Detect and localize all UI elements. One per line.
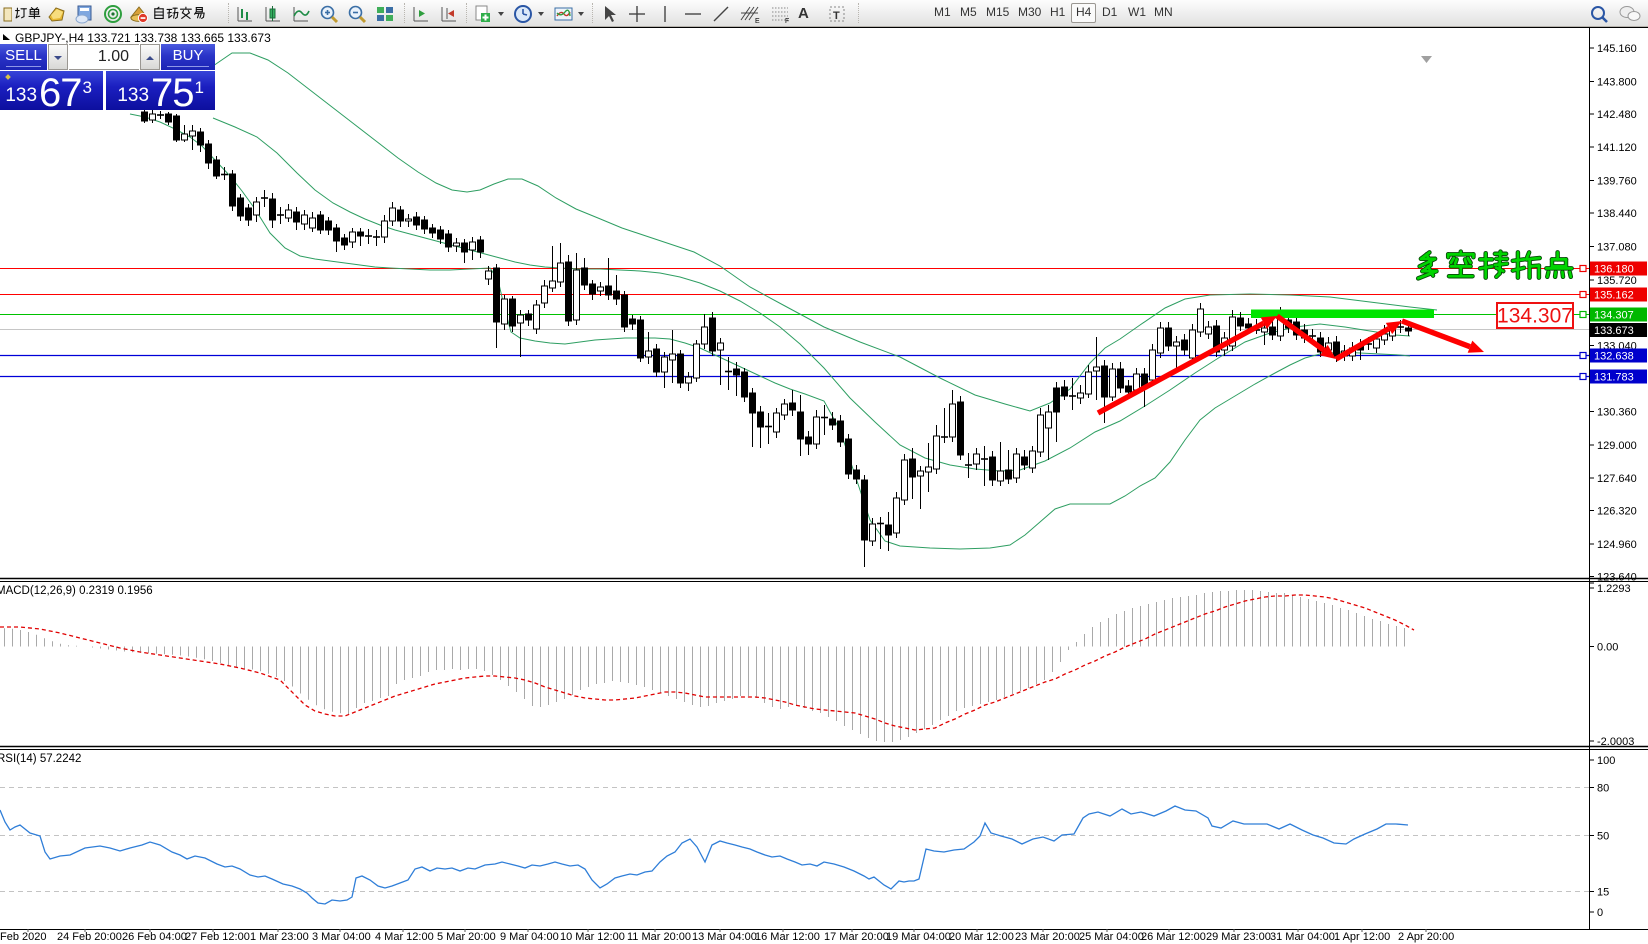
svg-text:137.080: 137.080 (1597, 242, 1637, 254)
svg-text:15: 15 (1597, 887, 1609, 899)
svg-text:11 Mar 20:00: 11 Mar 20:00 (627, 931, 691, 943)
svg-text:26 Feb 04:00: 26 Feb 04:00 (122, 931, 187, 943)
svg-text:139.760: 139.760 (1597, 176, 1637, 188)
svg-text:80: 80 (1597, 783, 1609, 795)
svg-text:F: F (785, 18, 789, 25)
svg-text:20 Mar 12:00: 20 Mar 12:00 (949, 931, 1014, 943)
svg-text:RSI(14) 57.2242: RSI(14) 57.2242 (0, 753, 81, 765)
svg-text:27 Feb 12:00: 27 Feb 12:00 (185, 931, 250, 943)
svg-text:17 Mar 20:00: 17 Mar 20:00 (824, 931, 889, 943)
svg-text:31 Mar 04:00: 31 Mar 04:00 (1270, 931, 1335, 943)
svg-text:145.160: 145.160 (1597, 43, 1637, 55)
svg-text:1 Apr 12:00: 1 Apr 12:00 (1334, 931, 1390, 943)
svg-text:132.638: 132.638 (1594, 351, 1634, 363)
svg-text:E: E (755, 18, 760, 25)
svg-text:134.307: 134.307 (1594, 310, 1634, 322)
svg-text:4 Mar 12:00: 4 Mar 12:00 (375, 931, 434, 943)
svg-text:131.783: 131.783 (1594, 372, 1634, 384)
svg-text:134.307: 134.307 (1497, 305, 1573, 328)
svg-text:129.000: 129.000 (1597, 440, 1637, 452)
svg-text:136.180: 136.180 (1594, 264, 1634, 276)
svg-text:130.360: 130.360 (1597, 407, 1637, 419)
svg-text:142.480: 142.480 (1597, 109, 1637, 121)
svg-text:127.640: 127.640 (1597, 473, 1637, 485)
svg-text:1.2293: 1.2293 (1597, 583, 1631, 595)
svg-text:126.320: 126.320 (1597, 506, 1637, 518)
svg-text:5 Mar 20:00: 5 Mar 20:00 (437, 931, 496, 943)
svg-text:16 Mar 12:00: 16 Mar 12:00 (755, 931, 820, 943)
svg-text:124.960: 124.960 (1597, 539, 1637, 551)
svg-text:T: T (833, 10, 840, 22)
svg-text:23 Mar 20:00: 23 Mar 20:00 (1015, 931, 1080, 943)
svg-text:19 Mar 04:00: 19 Mar 04:00 (886, 931, 951, 943)
svg-text:25 Mar 04:00: 25 Mar 04:00 (1079, 931, 1144, 943)
svg-text:GBPJPY-,H4 133.721 133.738 13: GBPJPY-,H4 133.721 133.738 133.665 133.6… (15, 31, 271, 45)
svg-text:123.640: 123.640 (1597, 572, 1637, 584)
svg-text:1 Mar 23:00: 1 Mar 23:00 (250, 931, 309, 943)
svg-text:135.720: 135.720 (1597, 275, 1637, 287)
svg-text:50: 50 (1597, 831, 1609, 843)
svg-text:141.120: 141.120 (1597, 142, 1637, 154)
svg-text:Feb 2020: Feb 2020 (0, 931, 46, 943)
svg-text:9 Mar 04:00: 9 Mar 04:00 (500, 931, 559, 943)
svg-text:26 Mar 12:00: 26 Mar 12:00 (1141, 931, 1206, 943)
svg-text:100: 100 (1597, 755, 1615, 767)
svg-text:-2.0003: -2.0003 (1597, 736, 1634, 748)
svg-text:24 Feb 20:00: 24 Feb 20:00 (57, 931, 122, 943)
svg-text:138.440: 138.440 (1597, 208, 1637, 220)
svg-text:10 Mar 12:00: 10 Mar 12:00 (560, 931, 625, 943)
svg-text:13 Mar 04:00: 13 Mar 04:00 (692, 931, 757, 943)
svg-text:29 Mar 23:00: 29 Mar 23:00 (1206, 931, 1271, 943)
svg-text:2 Apr 20:00: 2 Apr 20:00 (1398, 931, 1454, 943)
svg-text:MACD(12,26,9) 0.2319 0.1956: MACD(12,26,9) 0.2319 0.1956 (0, 585, 153, 597)
svg-text:3 Mar 04:00: 3 Mar 04:00 (312, 931, 371, 943)
svg-text:0.00: 0.00 (1597, 642, 1618, 654)
svg-text:0: 0 (1597, 907, 1603, 919)
svg-text:143.800: 143.800 (1597, 77, 1637, 89)
svg-text:135.162: 135.162 (1594, 290, 1634, 302)
svg-text:133.673: 133.673 (1594, 325, 1634, 337)
